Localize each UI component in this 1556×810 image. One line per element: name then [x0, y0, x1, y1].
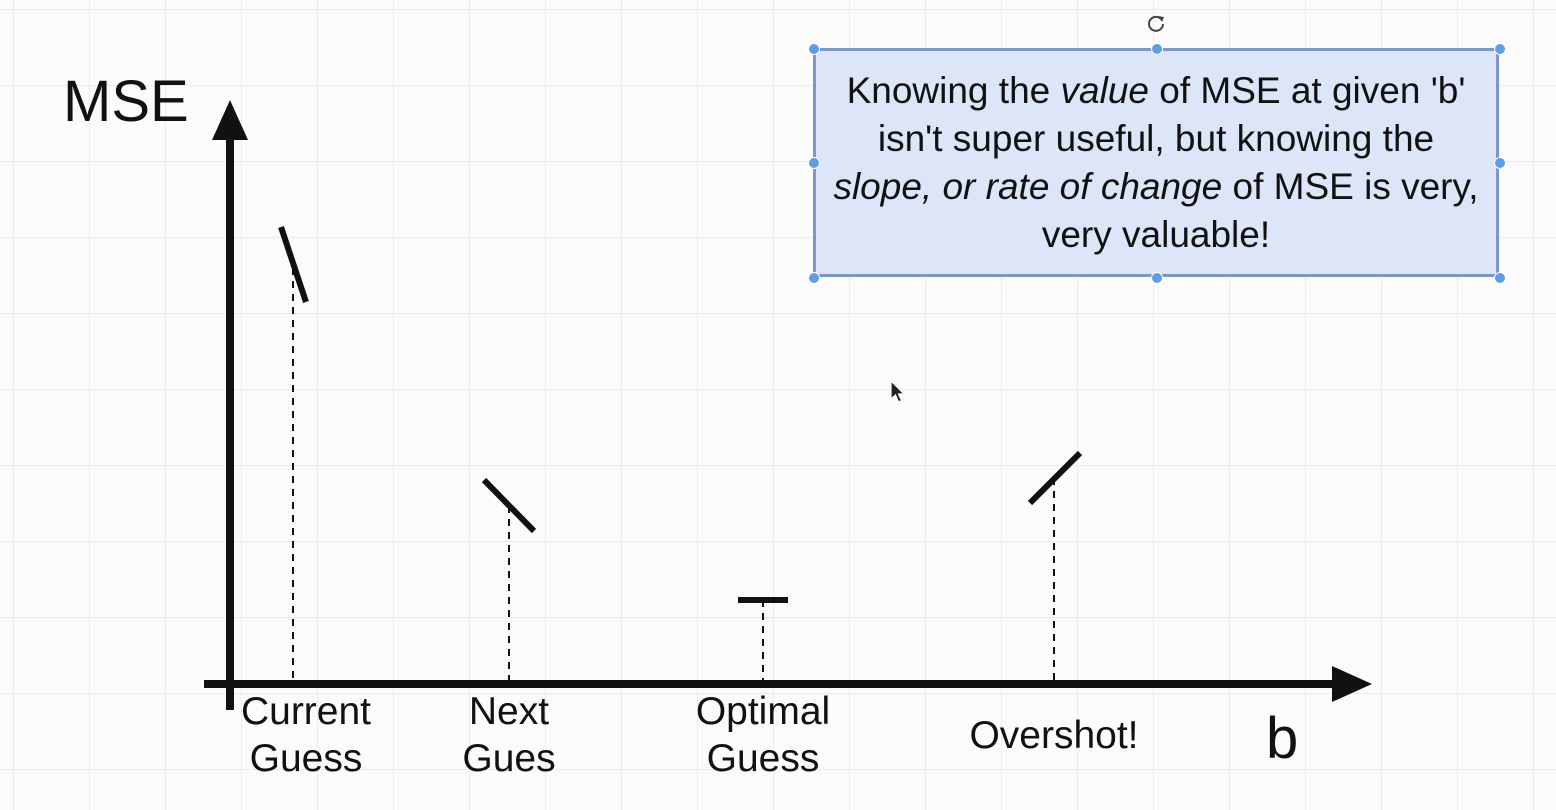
resize-handle-top-left[interactable]: [808, 43, 820, 55]
y-axis-label: MSE: [63, 69, 189, 134]
resize-handle-bottom[interactable]: [1151, 272, 1163, 284]
optimal-guess-label-line2: Guess: [706, 737, 820, 780]
current-guess-label-line1: Current: [240, 690, 372, 733]
explanation-text-value: value: [1060, 69, 1149, 111]
resize-handle-bottom-left[interactable]: [808, 272, 820, 284]
x-axis-arrowhead: [1332, 666, 1372, 702]
next-guess-label-line1: Next: [468, 690, 550, 733]
overshot-label: Overshot!: [954, 712, 1154, 759]
cursor-icon: [890, 380, 906, 403]
resize-handle-top-right[interactable]: [1494, 43, 1506, 55]
y-axis-arrowhead: [212, 100, 248, 140]
explanation-text-part2: of MSE at given 'b' isn't super useful, …: [877, 69, 1466, 159]
optimal-guess-label: Optimal Guess: [684, 688, 842, 782]
overshot-slope: [1027, 450, 1083, 506]
current-guess-slope: [278, 226, 309, 303]
explanation-text-part3: of MSE is very, very valuable!: [1041, 165, 1479, 255]
resize-handle-bottom-right[interactable]: [1494, 272, 1506, 284]
next-guess-label: Next Gues: [444, 688, 574, 782]
overshot-label-line1: Overshot!: [969, 714, 1139, 757]
current-guess-label-line2: Guess: [249, 737, 363, 780]
rotate-icon[interactable]: [1144, 11, 1168, 35]
resize-handle-left[interactable]: [808, 157, 820, 169]
current-guess-label: Current Guess: [232, 688, 380, 782]
explanation-text: Knowing the value of MSE at given 'b' is…: [831, 67, 1481, 259]
explanation-text-part1: Knowing the: [846, 69, 1061, 111]
x-axis-label: b: [1266, 706, 1299, 771]
explanation-text-slope: slope, or rate of change: [833, 165, 1223, 207]
next-guess-slope: [481, 477, 537, 534]
next-guess-label-line2: Gues: [462, 737, 556, 780]
optimal-guess-label-line1: Optimal: [695, 690, 831, 733]
resize-handle-top[interactable]: [1151, 43, 1163, 55]
explanation-textbox[interactable]: Knowing the value of MSE at given 'b' is…: [813, 48, 1499, 277]
resize-handle-right[interactable]: [1494, 157, 1506, 169]
